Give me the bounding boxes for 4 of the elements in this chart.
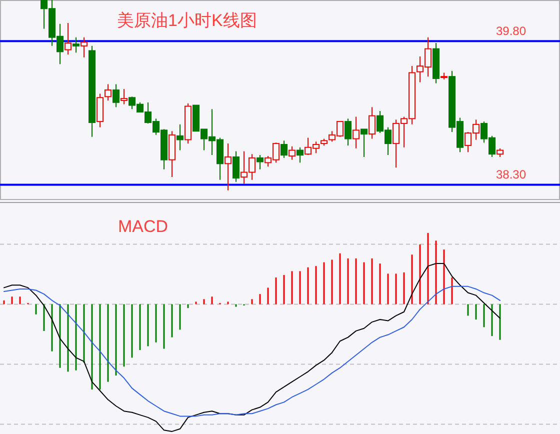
ref-line-label: 38.30 xyxy=(496,168,526,182)
text: 美原油1小时K线图 xyxy=(117,11,257,30)
ref-line-label: 39.80 xyxy=(496,24,526,38)
chart-title: MACD xyxy=(118,217,168,236)
